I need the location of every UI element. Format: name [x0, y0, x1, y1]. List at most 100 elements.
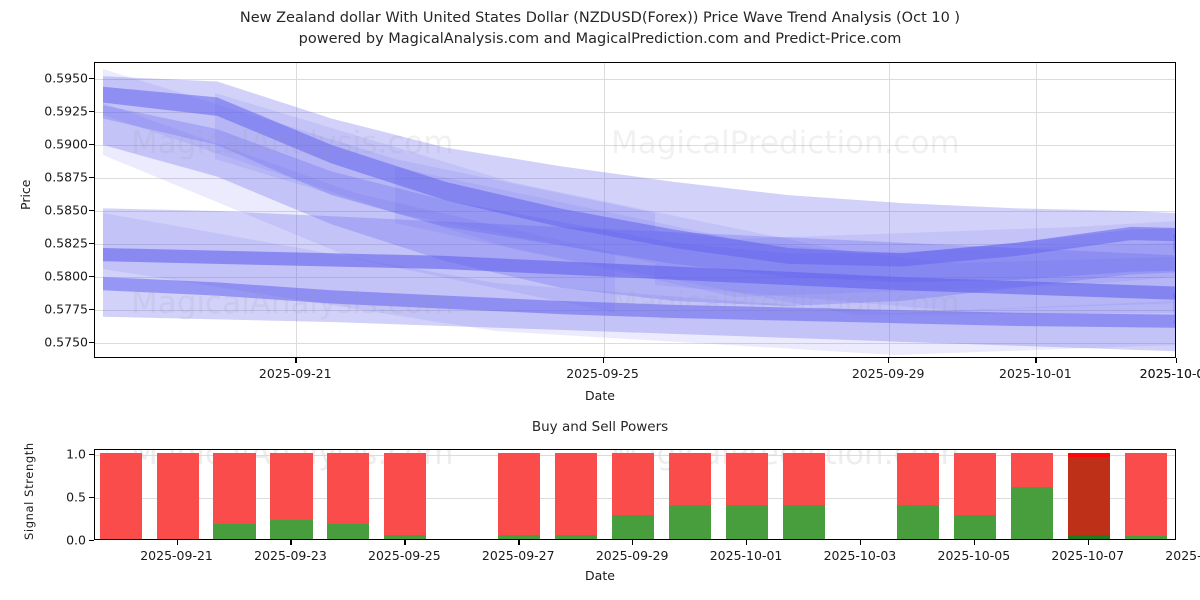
gridline-v [1036, 63, 1038, 357]
x-tick-mark [859, 540, 862, 545]
y-tick-mark [89, 497, 94, 499]
y-tick-mark [89, 77, 94, 80]
price-plot-area: MagicalAnalysis.com MagicalPrediction.co… [94, 62, 1176, 358]
gridline-h [95, 111, 1175, 113]
x-tick-label: 2025-10-05 [937, 548, 1011, 563]
wave-wedge-2 [103, 103, 615, 313]
sell-power-segment [1124, 453, 1167, 536]
x-tick-mark [1087, 540, 1090, 545]
buy-power-segment [725, 504, 769, 539]
gridline-h [95, 144, 1175, 146]
wave-wedge-4 [103, 213, 1175, 355]
power-bar[interactable] [953, 453, 996, 539]
x-tick-label: 2025-10-01 [709, 548, 783, 563]
power-x-axis-title: Date [585, 568, 615, 583]
sell-power-segment [384, 453, 427, 535]
x-tick-label: 2025-09-29 [595, 548, 669, 563]
power-bar[interactable] [612, 453, 655, 539]
power-bar[interactable] [327, 453, 370, 539]
wave-band-5 [103, 248, 1175, 300]
y-tick-mark [89, 176, 94, 179]
power-chart-title: Buy and Sell Powers [531, 419, 669, 435]
x-tick-label: 2025-10-03 [823, 548, 897, 563]
y-tick-mark [89, 454, 94, 456]
x-tick-label: 2025-10-05 [1139, 366, 1200, 381]
power-bar[interactable] [1067, 453, 1110, 539]
buy-power-segment [669, 504, 712, 539]
y-tick-label: 0.5950 [44, 70, 88, 86]
y-tick-label: 0.5825 [44, 235, 88, 251]
power-bar[interactable] [669, 453, 712, 539]
y-tick-mark [89, 540, 94, 542]
x-tick-mark [1176, 358, 1178, 363]
power-bar[interactable] [156, 453, 199, 539]
power-bar[interactable] [555, 453, 598, 539]
price-y-axis-title: Price [18, 179, 33, 211]
wave-band-cap-6 [1173, 319, 1175, 325]
gridline-h [95, 343, 1175, 345]
x-tick-label: 2025-09-25 [368, 548, 441, 563]
buy-power-segment [270, 520, 313, 539]
sell-power-segment [896, 453, 939, 505]
power-bar[interactable] [384, 453, 427, 539]
sell-power-segment [953, 453, 996, 515]
wave-wedge-3 [215, 93, 1175, 315]
sell-power-segment [498, 453, 541, 535]
x-tick-label: 2025-09-21 [140, 548, 213, 563]
gridline-h [95, 244, 1175, 246]
wave-band-6 [103, 277, 1175, 328]
power-bar[interactable] [498, 453, 541, 539]
x-tick-mark [973, 540, 976, 545]
y-tick-mark [89, 210, 94, 212]
price-x-axis-title: Date [585, 388, 615, 403]
wave-wedge-6 [655, 231, 1175, 311]
sell-power-segment [1067, 453, 1110, 535]
price-wave-bands [103, 69, 1175, 355]
wave-wedge-1 [103, 69, 655, 263]
buy-power-segment [555, 534, 598, 539]
power-bar[interactable] [782, 453, 826, 539]
y-tick-mark [89, 276, 94, 278]
power-bar[interactable] [270, 453, 313, 539]
x-tick-mark [746, 540, 748, 545]
power-y-axis-title: Signal Strength [22, 442, 36, 540]
buy-power-segment [896, 504, 939, 539]
sell-power-segment [213, 453, 256, 525]
y-tick-label: 0.5775 [44, 301, 88, 317]
buy-power-segment [498, 534, 541, 539]
x-tick-mark [404, 540, 406, 545]
y-tick-label: 0.0 [66, 532, 86, 548]
power-bar[interactable] [1010, 453, 1053, 539]
x-tick-mark [295, 358, 297, 363]
buy-power-segment [782, 504, 826, 539]
wave-band-cap-2 [1173, 241, 1175, 255]
power-bar[interactable] [1124, 453, 1167, 539]
x-tick-label: 2025-09-21 [258, 366, 332, 381]
buy-power-segment [213, 524, 256, 539]
sell-power-segment [327, 453, 370, 525]
sell-power-segment [725, 453, 769, 505]
power-bar[interactable] [725, 453, 769, 539]
buy-power-segment [327, 524, 370, 539]
gridline-v [889, 63, 891, 357]
page-title: New Zealand dollar With United States Do… [0, 8, 1200, 50]
buy-power-segment [612, 514, 655, 539]
gridline-v [603, 63, 605, 357]
x-tick-label: 2025-10-07 [1051, 548, 1125, 563]
x-tick-label: 2025-09-27 [481, 548, 555, 563]
y-tick-label: 0.5750 [44, 334, 88, 350]
wave-band-1 [103, 76, 1175, 283]
power-bar[interactable] [896, 453, 939, 539]
power-bar[interactable] [213, 453, 256, 539]
title-line-1: New Zealand dollar With United States Do… [239, 10, 961, 26]
buy-power-segment [953, 514, 996, 539]
wave-band-3 [103, 86, 1175, 267]
power-bar[interactable] [99, 453, 142, 539]
sell-power-segment [555, 453, 598, 535]
x-tick-label: 2025-09-25 [566, 366, 639, 381]
buy-sell-power-chart: MagicalAnalysis.com MagicalPrediction.co… [94, 449, 1176, 540]
x-tick-label: 2025-10-01 [999, 366, 1072, 381]
sell-power-segment [156, 453, 199, 539]
x-tick-mark [518, 540, 520, 545]
